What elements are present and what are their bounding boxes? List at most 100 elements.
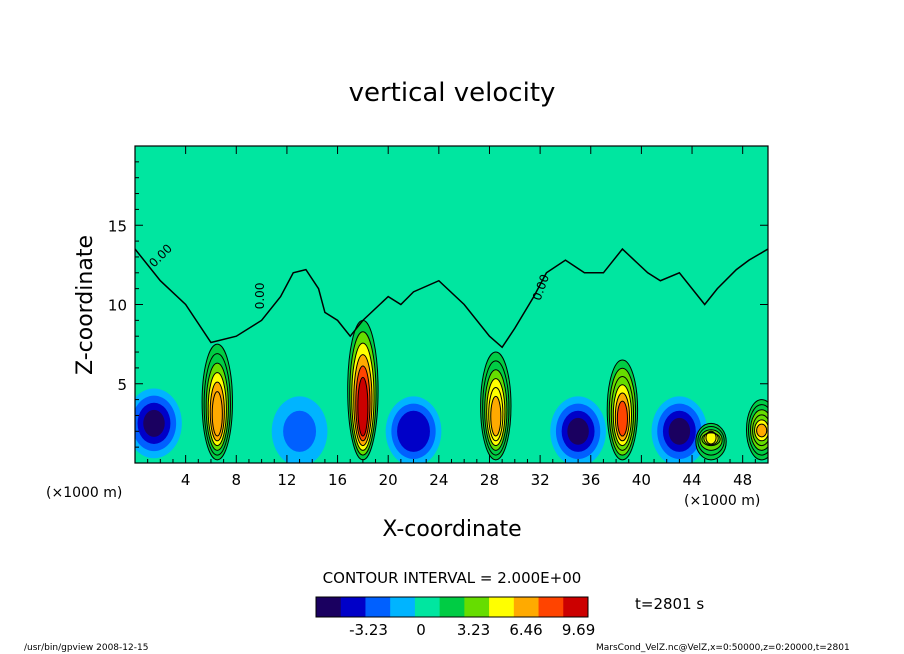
updraft-contour-5 (748, 404, 768, 456)
updraft-contour-0 (207, 372, 227, 447)
colorbar-cell (501, 597, 509, 617)
x-axis-label: X-coordinate (382, 517, 521, 542)
updraft-contour-1 (351, 342, 375, 451)
colorbar-cell (538, 597, 546, 617)
updraft-3 (617, 401, 628, 437)
colorbar-tick-label: 3.23 (457, 621, 490, 639)
x-tick-label: 36 (581, 471, 600, 489)
colorbar-cell (433, 597, 441, 617)
colorbar-cell (550, 597, 558, 617)
updraft-5 (756, 424, 767, 437)
colorbar-cell (489, 597, 496, 617)
colorbar-cell (328, 597, 336, 617)
x-tick-label: 44 (682, 471, 701, 489)
colorbar-cell (377, 597, 385, 617)
colorbar-cell (470, 597, 478, 617)
colorbar-cell (371, 597, 379, 617)
colorbar-cell (359, 597, 366, 617)
colorbar-cell (458, 597, 465, 617)
updraft-contour-3 (612, 384, 633, 447)
updraft-contour-4 (701, 432, 721, 447)
colorbar-cell (520, 597, 527, 617)
colorbar-cell (346, 597, 354, 617)
colorbar-cell (482, 597, 490, 617)
downdraft-0 (143, 409, 165, 437)
colorbar-cell (513, 597, 521, 617)
x-tick-label: 16 (328, 471, 347, 489)
updraft-contour-4 (703, 431, 719, 446)
updraft-contour-5 (752, 414, 768, 447)
colorbar-cell (427, 597, 434, 617)
contour-label-1: 0.00 (253, 283, 267, 310)
updraft-contour-2 (484, 369, 508, 451)
updraft-contour-5 (745, 399, 768, 461)
updraft-contour-2 (486, 378, 506, 447)
updraft-contour-1 (349, 331, 377, 456)
x-tick-label: 8 (232, 471, 242, 489)
colorbar-cell (452, 597, 459, 617)
updraft-contour-4 (695, 422, 727, 461)
updraft-contour-3 (610, 375, 635, 451)
updraft-4 (705, 431, 717, 444)
updraft-contour-5 (756, 423, 768, 438)
downdraft-3 (567, 417, 589, 445)
zero-contour-line (135, 247, 768, 349)
colorbar-cell (507, 597, 515, 617)
x-tick-label: 32 (531, 471, 550, 489)
x-tick-label: 40 (632, 471, 651, 489)
x-tick-label: 48 (733, 471, 752, 489)
colorbar-cell (334, 597, 342, 617)
updraft-contour-1 (353, 354, 373, 447)
x-tick-label: 4 (181, 471, 191, 489)
colorbar-cell (421, 597, 428, 617)
footer-right: MarsCond_VelZ.nc@VelZ,x=0:50000,z=0:2000… (596, 643, 850, 653)
updraft-contour-4 (705, 430, 717, 445)
colorbar-cell (408, 597, 416, 617)
updraft-contour-0 (203, 353, 231, 456)
contour-lines: 0.000.00 0.00 (135, 241, 768, 461)
x-ticks: 4 8 12 16 20 24 28 32 36 40 44 48 (147, 146, 756, 489)
colorbar-cell (365, 597, 373, 617)
x-tick-label: 28 (480, 471, 499, 489)
updraft-contour-0 (209, 381, 225, 442)
x-tick-label: 20 (379, 471, 398, 489)
colorbar-tick-label: -3.23 (349, 621, 388, 639)
colorbar-cell (563, 597, 570, 617)
colorbar-cell (526, 597, 533, 617)
colorbar-cell (445, 597, 453, 617)
updraft-contour-0 (211, 391, 223, 437)
contour-interval-label: CONTOUR INTERVAL = 2.000E+00 (323, 569, 582, 587)
updraft-contour-3 (608, 367, 637, 456)
colorbar-cell (414, 597, 422, 617)
colorbar-cell (495, 597, 502, 617)
colorbar-cell (464, 597, 472, 617)
updraft-contour-5 (754, 419, 768, 442)
colorbar-tick-label: 9.69 (562, 621, 595, 639)
colorbar-cell (569, 597, 577, 617)
updraft-contour-1 (355, 365, 371, 442)
colorbar-cell (476, 597, 484, 617)
updraft-contour-2 (480, 351, 512, 461)
x-tick-label: 24 (429, 471, 448, 489)
colorbar-cell (390, 597, 397, 617)
updraft-2 (490, 396, 501, 437)
colorbar-cell (322, 597, 329, 617)
colorbar-cell (439, 597, 447, 617)
plot-area: 0.000.00 0.00 4 8 12 16 20 24 28 32 36 40 44 48 5101… (108, 145, 769, 489)
chart-title: vertical velocity (349, 78, 556, 108)
colorbar-cell (557, 597, 564, 617)
colorbar (315, 596, 589, 618)
updraft-contour-1 (357, 376, 369, 437)
downdraft-1 (288, 417, 311, 445)
colorbar-cell (384, 597, 391, 617)
colorbar-ticks: -3.23 0 3.23 6.46 9.69 (349, 621, 595, 639)
updraft-contour-0 (205, 362, 229, 451)
updraft-contour-4 (697, 426, 725, 456)
colorbar-cell (353, 597, 360, 617)
y-tick-label: 15 (108, 217, 127, 235)
colorbar-cell (575, 597, 583, 617)
x-unit-left: (×1000 m) (46, 485, 122, 501)
colorbar-cell (581, 597, 589, 617)
time-label: t=2801 s (635, 595, 704, 613)
